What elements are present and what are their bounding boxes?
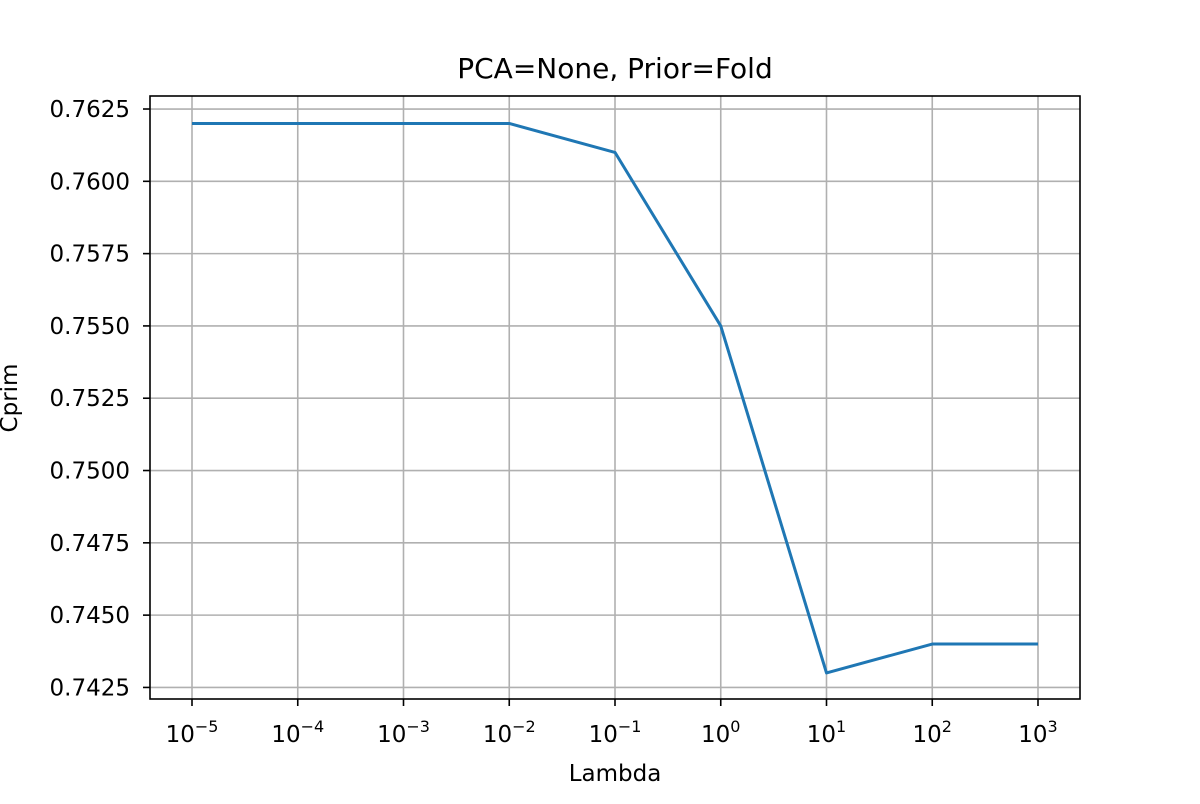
x-tick-label-exponent: −2 [512, 717, 536, 736]
x-tick-label: 10−5 [166, 717, 219, 748]
y-tick-label: 0.7625 [50, 97, 130, 123]
y-tick-label: 0.7450 [50, 603, 130, 629]
x-tick-label-base: 10 [701, 722, 730, 748]
x-tick-label: 10−2 [483, 717, 536, 748]
x-tick-label-exponent: −5 [195, 717, 219, 736]
x-tick-label-base: 10 [913, 722, 942, 748]
x-tick-label-base: 10 [483, 722, 512, 748]
x-tick-label-base: 10 [1018, 722, 1047, 748]
y-axis-label: Cprim [0, 364, 23, 433]
y-tick-label: 0.7600 [50, 169, 130, 195]
y-tick-label: 0.7525 [50, 386, 130, 412]
grid-lines [150, 96, 1080, 699]
x-tick-label: 100 [701, 717, 740, 748]
x-tick-label-base: 10 [377, 722, 406, 748]
x-tick-label-exponent: 1 [836, 717, 846, 736]
x-axis-label: Lambda [569, 761, 662, 787]
y-tick-label: 0.7575 [50, 242, 130, 268]
x-tick-label-exponent: −1 [618, 717, 642, 736]
x-tick-label-exponent: 0 [730, 717, 740, 736]
x-tick-label: 101 [807, 717, 846, 748]
x-tick-label-exponent: −4 [301, 717, 325, 736]
axis-ticks [143, 108, 1039, 706]
x-tick-label: 102 [913, 717, 952, 748]
x-tick-label-exponent: 3 [1048, 717, 1058, 736]
x-tick-label-base: 10 [166, 722, 195, 748]
series-lines [192, 121, 1038, 675]
chart-title: PCA=None, Prior=Fold [457, 52, 772, 85]
y-tick-label: 0.7500 [50, 459, 130, 485]
series-line [192, 121, 1038, 675]
x-tick-label: 10−4 [271, 717, 324, 748]
x-tick-label-base: 10 [271, 722, 300, 748]
x-tick-label-base: 10 [807, 722, 836, 748]
x-tick-label-base: 10 [589, 722, 618, 748]
x-tick-label-exponent: −3 [406, 717, 430, 736]
x-tick-label: 10−1 [589, 717, 642, 748]
x-tick-label-exponent: 2 [942, 717, 952, 736]
tick-labels: 10−5 10−4 10−3 10−2 10−1 100 101 102 1030.74250.… [50, 97, 1058, 748]
y-tick-label: 0.7475 [50, 531, 130, 557]
x-tick-label: 10−3 [377, 717, 430, 748]
x-tick-label: 103 [1018, 717, 1057, 748]
y-tick-label: 0.7550 [50, 314, 130, 340]
y-tick-label: 0.7425 [50, 675, 130, 701]
